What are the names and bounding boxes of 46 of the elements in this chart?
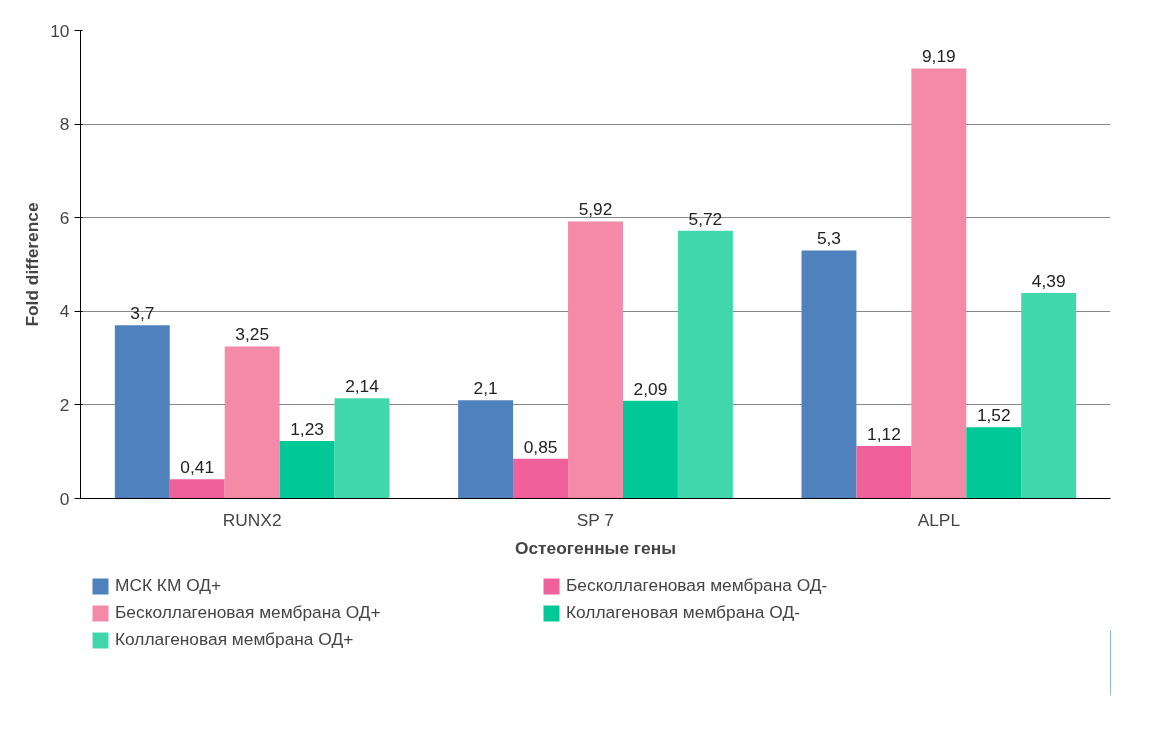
legend-label: Коллагеновая мембрана ОД- <box>566 602 801 623</box>
bar <box>224 346 280 499</box>
bar <box>334 398 390 499</box>
data-label: 2,09 <box>633 378 668 399</box>
bar <box>513 458 569 499</box>
data-label: 3,7 <box>130 303 155 324</box>
data-label: 4,39 <box>1031 271 1066 292</box>
data-label: 5,72 <box>688 208 723 229</box>
bar <box>169 479 225 499</box>
data-label: 9,19 <box>921 46 956 67</box>
y-tick-label: 2 <box>59 394 70 415</box>
bar <box>966 427 1022 499</box>
bar <box>114 325 170 499</box>
data-label: 2,1 <box>473 378 498 399</box>
data-label: 3,25 <box>235 324 270 345</box>
data-label: 1,23 <box>290 418 324 439</box>
x-tick-label: RUNX2 <box>222 509 282 530</box>
bar <box>279 440 335 499</box>
bar <box>801 250 857 499</box>
bar <box>458 400 514 499</box>
x-tick-label: SP 7 <box>576 509 614 530</box>
data-label: 2,14 <box>345 376 380 397</box>
bar <box>677 230 733 499</box>
bar <box>1021 293 1077 499</box>
legend-label: Коллагеновая мембрана ОД+ <box>115 629 355 650</box>
y-tick-label: 10 <box>50 20 70 41</box>
data-label: 1,12 <box>867 424 901 445</box>
bar <box>568 221 623 499</box>
y-axis-title: Fold difference <box>22 202 43 327</box>
bar <box>622 400 678 499</box>
x-tick-label: ALPL <box>917 509 961 530</box>
y-tick-label: 8 <box>59 114 70 135</box>
x-axis-title: Остеогенные гены <box>515 537 676 558</box>
data-label: 5,3 <box>816 228 842 249</box>
y-tick-label: 6 <box>59 207 70 228</box>
data-label: 0,85 <box>523 436 558 457</box>
data-label: 1,52 <box>976 405 1011 426</box>
legend-label: Бесколлагеновая мембрана ОД+ <box>115 602 382 623</box>
bar <box>856 446 912 499</box>
y-tick-label: 4 <box>59 301 70 322</box>
legend-label: МСК КМ ОД+ <box>115 575 223 596</box>
data-label: 0,41 <box>180 457 215 478</box>
legend-label: Бесколлагеновая мембрана ОД- <box>566 575 829 596</box>
data-label: 5,92 <box>578 199 613 220</box>
y-tick-label: 0 <box>59 488 70 509</box>
bar <box>911 68 967 499</box>
